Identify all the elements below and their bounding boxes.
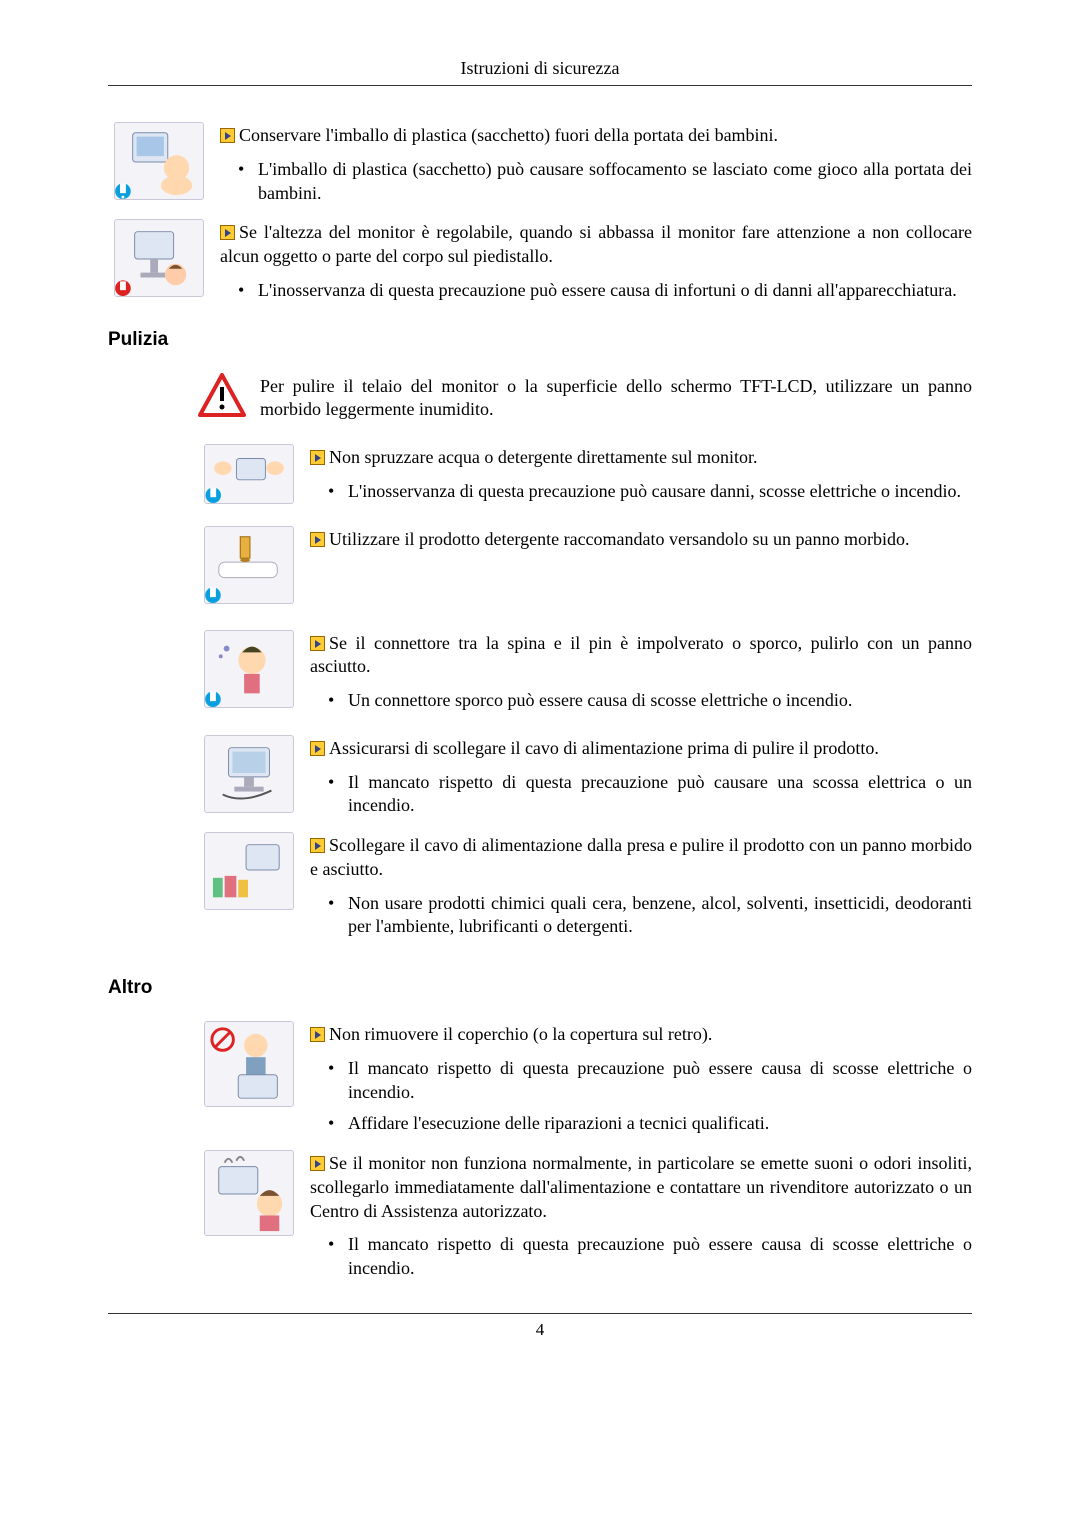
bullet-list: Il mancato rispetto di questa precauzion… (310, 1057, 972, 1136)
arrow-bullet-icon (310, 1027, 325, 1042)
bullet-item: Il mancato rispetto di questa precauzion… (328, 1233, 972, 1281)
arrow-bullet-icon (310, 838, 325, 853)
arrow-bullet-icon (220, 128, 235, 143)
bullet-item: Affidare l'esecuzione delle riparazioni … (328, 1112, 972, 1136)
intro-text: Per pulire il telaio del monitor o la su… (260, 373, 972, 423)
bullet-item: Il mancato rispetto di questa precauzion… (328, 771, 972, 819)
lead-content: Non spruzzare acqua o detergente diretta… (329, 447, 758, 467)
lead-text: Se il monitor non funziona normalmente, … (310, 1152, 972, 1223)
bullet-list: Il mancato rispetto di questa precauzion… (310, 771, 972, 819)
lead-text: Non spruzzare acqua o detergente diretta… (310, 446, 972, 470)
entry-text: Utilizzare il prodotto detergente raccom… (310, 526, 972, 562)
arrow-bullet-icon (220, 225, 235, 240)
illustration-detergent-cloth (204, 526, 294, 604)
illustration-malfunction-unplug (204, 1150, 294, 1236)
arrow-bullet-icon (310, 450, 325, 465)
safety-entry: Utilizzare il prodotto detergente raccom… (108, 526, 972, 604)
entry-text: Scollegare il cavo di alimentazione dall… (310, 832, 972, 947)
section-heading-pulizia: Pulizia (108, 329, 972, 351)
safety-entry: Conservare l'imballo di plastica (sacche… (108, 122, 972, 213)
safety-entry: Se l'altezza del monitor è regolabile, q… (108, 219, 972, 310)
section-intro: Per pulire il telaio del monitor o la su… (198, 373, 972, 423)
lead-text: Conservare l'imballo di plastica (sacche… (220, 124, 972, 148)
safety-entry: Scollegare il cavo di alimentazione dall… (108, 832, 972, 947)
bullet-item: L'imballo di plastica (sacchetto) può ca… (238, 158, 972, 206)
lead-content: Conservare l'imballo di plastica (sacche… (239, 125, 778, 145)
page-number: 4 (108, 1320, 972, 1340)
lead-text: Se il connettore tra la spina e il pin è… (310, 632, 972, 680)
thumb-col (198, 1150, 300, 1236)
page-header-title: Istruzioni di sicurezza (108, 58, 972, 79)
bullet-list: L'inosservanza di questa precauzione può… (310, 480, 972, 504)
bullet-item: L'inosservanza di questa precauzione può… (328, 480, 972, 504)
lead-content: Se l'altezza del monitor è regolabile, q… (220, 222, 972, 266)
thumb-col (108, 122, 210, 200)
lead-text: Assicurarsi di scollegare il cavo di ali… (310, 737, 972, 761)
entry-text: Conservare l'imballo di plastica (sacche… (220, 122, 972, 213)
section-heading-altro: Altro (108, 977, 972, 999)
safety-entry: Non spruzzare acqua o detergente diretta… (108, 444, 972, 512)
lead-content: Assicurarsi di scollegare il cavo di ali… (329, 738, 879, 758)
entry-text: Assicurarsi di scollegare il cavo di ali… (310, 735, 972, 826)
lead-text: Scollegare il cavo di alimentazione dall… (310, 834, 972, 882)
lead-content: Utilizzare il prodotto detergente raccom… (329, 529, 910, 549)
header-rule (108, 85, 972, 86)
lead-text: Se l'altezza del monitor è regolabile, q… (220, 221, 972, 269)
entry-text: Se il connettore tra la spina e il pin è… (310, 630, 972, 721)
safety-entry: Se il monitor non funziona normalmente, … (108, 1150, 972, 1289)
entry-text: Non rimuovere il coperchio (o la copertu… (310, 1021, 972, 1144)
bullet-item: L'inosservanza di questa precauzione può… (238, 279, 972, 303)
arrow-bullet-icon (310, 1156, 325, 1171)
thumb-col (198, 526, 300, 604)
lead-content: Se il connettore tra la spina e il pin è… (310, 633, 972, 677)
safety-entry: Se il connettore tra la spina e il pin è… (108, 630, 972, 721)
illustration-no-cover-remove (204, 1021, 294, 1107)
illustration-plastic-bag (114, 122, 204, 200)
bullet-list: Non usare prodotti chimici quali cera, b… (310, 892, 972, 940)
arrow-bullet-icon (310, 636, 325, 651)
bullet-list: Un connettore sporco può essere causa di… (310, 689, 972, 713)
thumb-col (198, 735, 300, 813)
illustration-unplug-clean (204, 735, 294, 813)
illustration-no-spray (204, 444, 294, 504)
thumb-col (198, 1021, 300, 1107)
entry-text: Se l'altezza del monitor è regolabile, q… (220, 219, 972, 310)
lead-content: Scollegare il cavo di alimentazione dall… (310, 835, 972, 879)
footer-rule (108, 1313, 972, 1314)
bullet-list: L'imballo di plastica (sacchetto) può ca… (220, 158, 972, 206)
bullet-item: Non usare prodotti chimici quali cera, b… (328, 892, 972, 940)
illustration-monitor-height (114, 219, 204, 297)
thumb-col (198, 832, 300, 910)
lead-content: Non rimuovere il coperchio (o la copertu… (329, 1024, 712, 1044)
entry-text: Se il monitor non funziona normalmente, … (310, 1150, 972, 1289)
thumb-col (198, 444, 300, 504)
lead-text: Non rimuovere il coperchio (o la copertu… (310, 1023, 972, 1047)
illustration-no-chemicals (204, 832, 294, 910)
illustration-clean-connector (204, 630, 294, 708)
warning-triangle-icon (198, 373, 246, 417)
entry-text: Non spruzzare acqua o detergente diretta… (310, 444, 972, 512)
lead-text: Utilizzare il prodotto detergente raccom… (310, 528, 972, 552)
bullet-item: Il mancato rispetto di questa precauzion… (328, 1057, 972, 1105)
thumb-col (108, 219, 210, 297)
bullet-list: L'inosservanza di questa precauzione può… (220, 279, 972, 303)
arrow-bullet-icon (310, 532, 325, 547)
safety-entry: Assicurarsi di scollegare il cavo di ali… (108, 735, 972, 826)
safety-entry: Non rimuovere il coperchio (o la copertu… (108, 1021, 972, 1144)
arrow-bullet-icon (310, 741, 325, 756)
bullet-list: Il mancato rispetto di questa precauzion… (310, 1233, 972, 1281)
thumb-col (198, 630, 300, 708)
bullet-item: Un connettore sporco può essere causa di… (328, 689, 972, 713)
lead-content: Se il monitor non funziona normalmente, … (310, 1153, 972, 1221)
